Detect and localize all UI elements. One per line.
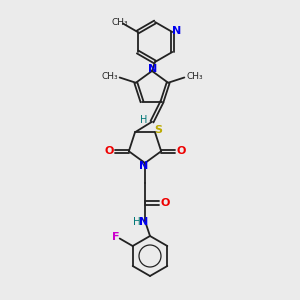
- Text: CH₃: CH₃: [112, 18, 128, 27]
- Text: O: O: [104, 146, 113, 156]
- Text: F: F: [112, 232, 119, 242]
- Text: O: O: [176, 146, 186, 156]
- Text: CH₃: CH₃: [186, 72, 203, 81]
- Text: O: O: [160, 198, 170, 208]
- Text: N: N: [148, 64, 158, 74]
- Text: N: N: [140, 217, 148, 227]
- Text: N: N: [172, 26, 181, 36]
- Text: H: H: [133, 217, 141, 227]
- Text: S: S: [154, 125, 162, 135]
- Text: N: N: [140, 161, 148, 171]
- Text: H: H: [140, 115, 148, 125]
- Text: CH₃: CH₃: [101, 72, 118, 81]
